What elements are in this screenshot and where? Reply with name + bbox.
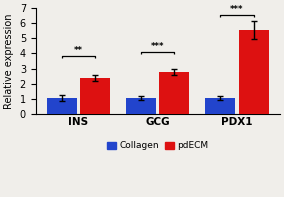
Text: ***: *** bbox=[230, 5, 244, 14]
Legend: Collagen, pdECM: Collagen, pdECM bbox=[103, 138, 212, 154]
Bar bbox=[239, 30, 269, 114]
Bar bbox=[47, 98, 77, 114]
Text: ***: *** bbox=[151, 42, 164, 51]
Bar bbox=[126, 98, 156, 114]
Bar bbox=[159, 72, 189, 114]
Text: **: ** bbox=[74, 46, 83, 55]
Y-axis label: Relative expression: Relative expression bbox=[4, 13, 14, 109]
Bar bbox=[80, 78, 110, 114]
Bar bbox=[205, 98, 235, 114]
